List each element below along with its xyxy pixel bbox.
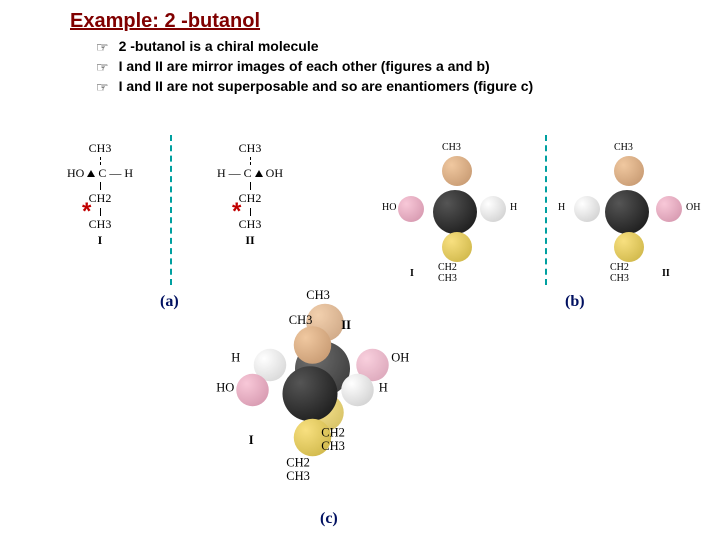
model-label: H [510,202,517,213]
oh-ball [236,374,269,407]
roman-label: II [190,234,310,247]
hand-icon: ☞ [96,79,109,96]
ch3-ball [294,326,332,364]
roman-label: I [40,234,160,247]
bond-h: — [229,167,241,180]
bond-dashed [100,157,101,165]
model-label: CH2 CH3 [286,456,310,484]
model-label: OH [391,351,409,365]
group-left: H [217,167,226,180]
model-label: CH2 CH3 [438,262,457,284]
bullet-item: ☞ I and II are not superposable and so a… [96,78,533,96]
bond-dashed [250,157,251,165]
carbon-ball [433,190,477,234]
bullet-item: ☞ I and II are mirror images of each oth… [96,58,533,76]
panel-label-b: (b) [565,293,585,311]
model-label: CH3 [306,289,330,303]
bullet-item: ☞ 2 -butanol is a chiral molecule [96,38,533,56]
mirror-line-a [170,135,172,285]
h-ball [574,196,600,222]
roman-label: I [410,268,414,279]
bullet-text: I and II are not superposable and so are… [119,78,534,94]
center-row: H — C OH [190,167,310,180]
roman-label: II [662,268,670,279]
model-label: H [558,202,565,213]
eth-ball [442,232,472,262]
bond-v [250,208,251,216]
structural-formula-I: CH3 HO C — H CH2 CH3 I [40,142,160,247]
slide-title: Example: 2 -butanol [70,10,260,33]
ch3-ball [442,156,472,186]
bullet-list: ☞ 2 -butanol is a chiral molecule ☞ I an… [96,38,533,98]
h-ball [341,374,374,407]
group-mid: CH2 [40,192,160,205]
ch3-ball [614,156,644,186]
panel-label-c: (c) [320,510,338,528]
model-label: OH [686,202,700,213]
group-bottom: CH3 [190,218,310,231]
center-row: HO C — H [40,167,160,180]
model-label: H [231,351,240,365]
oh-ball [398,196,424,222]
model-label: CH3 [614,142,633,153]
hand-icon: ☞ [96,59,109,76]
superposition-model: CH3 CH3 H HO OH H II I CH2 CH3 CH2 CH3 [216,296,404,484]
h-ball [480,196,506,222]
roman-label: I [249,434,254,448]
model-label: CH3 [289,314,313,328]
model-label: HO [216,381,234,395]
model-label: HO [382,202,396,213]
bond-v [250,182,251,190]
model-label: CH2 CH3 [610,262,629,284]
ball-model-II: CH3 H OH CH2 CH3 II [552,140,702,290]
mirror-line-b [545,135,547,285]
hand-icon: ☞ [96,39,109,56]
bullet-text: 2 -butanol is a chiral molecule [119,38,319,54]
bullet-text: I and II are mirror images of each other… [119,58,490,74]
group-mid: CH2 [190,192,310,205]
group-bottom: CH3 [40,218,160,231]
model-label: CH2 CH3 [321,426,345,454]
carbon-ball [283,366,338,421]
wedge-bond-icon [255,170,263,177]
bond-v [100,182,101,190]
bond-v [100,208,101,216]
wedge-bond-icon [87,170,95,177]
carbon-ball [605,190,649,234]
bond-h: — [109,167,121,180]
roman-label: II [341,319,351,333]
group-left: HO [67,167,84,180]
model-label: H [379,381,388,395]
model-label: CH3 [442,142,461,153]
structural-formula-II: CH3 H — C OH CH2 CH3 II [190,142,310,247]
ball-model-I: CH3 HO H CH2 CH3 I [380,140,530,290]
panel-label-a: (a) [160,293,179,311]
group-top: CH3 [190,142,310,155]
center-atom: C [244,167,252,180]
group-right: OH [266,167,283,180]
center-atom: C [98,167,106,180]
oh-ball [656,196,682,222]
chiral-asterisk: * [232,198,241,226]
group-top: CH3 [40,142,160,155]
eth-ball [614,232,644,262]
chiral-asterisk: * [82,198,91,226]
group-right: H [124,167,133,180]
